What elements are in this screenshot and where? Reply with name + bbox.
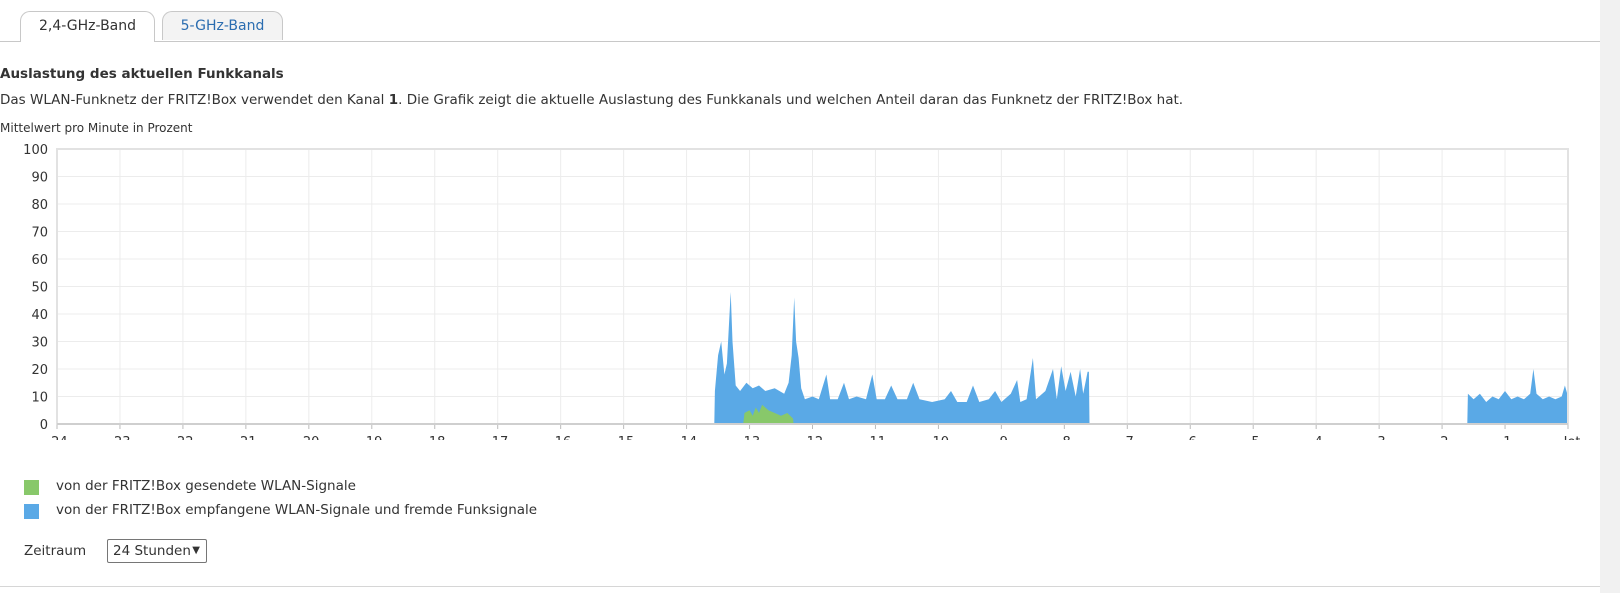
- x-tick-label: -4: [1310, 435, 1323, 440]
- x-tick-label: -16: [550, 435, 571, 440]
- x-tick-label: -24: [46, 435, 67, 440]
- section-title: Auslastung des aktuellen Funkkanals: [0, 66, 284, 82]
- x-tick-label: -5: [1247, 435, 1260, 440]
- unit-label: Mittelwert pro Minute in Prozent: [0, 121, 193, 135]
- x-tick-label: -21: [235, 435, 256, 440]
- y-tick-label: 80: [31, 198, 48, 213]
- tab-2-4-ghz[interactable]: 2,4-GHz-Band: [20, 11, 155, 42]
- y-tick-label: 10: [31, 391, 48, 406]
- legend-swatch-green: [24, 480, 39, 495]
- x-tick-label: -19: [361, 435, 382, 440]
- x-tick-label: -9: [995, 435, 1008, 440]
- x-tick-label: -15: [613, 435, 634, 440]
- x-tick-label: -22: [172, 435, 193, 440]
- bottom-divider: [0, 586, 1600, 587]
- period-selected-value: 24 Stunden: [113, 543, 191, 559]
- channel-number: 1: [388, 92, 399, 108]
- x-tick-label: Jetzt: [1563, 435, 1580, 440]
- x-tick-label: -20: [298, 435, 319, 440]
- x-tick-label: -8: [1058, 435, 1071, 440]
- x-tick-label: -12: [802, 435, 823, 440]
- x-tick-label: -13: [739, 435, 760, 440]
- x-tick-label: -7: [1121, 435, 1134, 440]
- y-tick-label: 50: [31, 281, 48, 296]
- y-tick-label: 40: [31, 308, 48, 323]
- legend-swatch-blue: [24, 504, 39, 519]
- x-tick-label: -2: [1436, 435, 1449, 440]
- channel-description: Das WLAN-Funknetz der FRITZ!Box verwende…: [0, 92, 1183, 108]
- dropdown-arrow-icon: ▼: [192, 545, 200, 556]
- x-tick-label: -17: [487, 435, 508, 440]
- period-label: Zeitraum: [24, 543, 87, 559]
- x-tick-label: -23: [109, 435, 130, 440]
- period-select[interactable]: 24 Stunden ▼: [107, 539, 207, 563]
- tab-5-ghz[interactable]: 5-GHz-Band: [162, 11, 283, 40]
- description-text-end: . Die Grafik zeigt die aktuelle Auslastu…: [398, 92, 1184, 108]
- x-tick-label: -3: [1373, 435, 1386, 440]
- page-scrollbar[interactable]: [1600, 0, 1620, 593]
- y-tick-label: 0: [40, 418, 48, 433]
- x-tick-label: -6: [1184, 435, 1197, 440]
- y-tick-label: 60: [31, 253, 48, 268]
- series-area-sent: [743, 404, 794, 424]
- x-tick-label: -1: [1499, 435, 1512, 440]
- legend-label-sent: von der FRITZ!Box gesendete WLAN-Signale: [56, 478, 356, 494]
- y-tick-label: 90: [31, 171, 48, 186]
- x-tick-label: -11: [865, 435, 886, 440]
- y-tick-label: 20: [31, 363, 48, 378]
- band-tabs: 2,4-GHz-Band 5-GHz-Band: [0, 0, 1600, 42]
- y-tick-label: 100: [23, 143, 48, 158]
- x-tick-label: -10: [928, 435, 949, 440]
- y-tick-label: 70: [31, 226, 48, 241]
- series-area-received: [714, 292, 1568, 424]
- channel-utilization-chart: 1009080706050403020100-24-23-22-21-20-19…: [23, 143, 1580, 440]
- description-text-start: Das WLAN-Funknetz der FRITZ!Box verwende…: [0, 92, 389, 108]
- x-tick-label: -14: [676, 435, 697, 440]
- x-tick-label: -18: [424, 435, 445, 440]
- y-tick-label: 30: [31, 336, 48, 351]
- legend-label-received: von der FRITZ!Box empfangene WLAN-Signal…: [56, 502, 538, 518]
